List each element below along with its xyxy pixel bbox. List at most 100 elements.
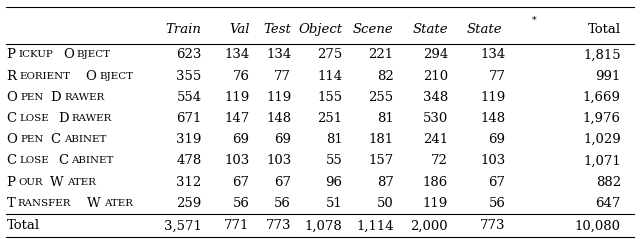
Text: 81: 81: [377, 112, 394, 125]
Text: 1,976: 1,976: [583, 112, 621, 125]
Text: 1,078: 1,078: [305, 219, 342, 232]
Text: 2,000: 2,000: [410, 219, 448, 232]
Text: PEN: PEN: [20, 135, 44, 144]
Text: T: T: [6, 197, 15, 210]
Text: P: P: [6, 176, 15, 189]
Text: 157: 157: [369, 154, 394, 167]
Text: 148: 148: [481, 112, 506, 125]
Text: ABINET: ABINET: [63, 135, 106, 144]
Text: 348: 348: [423, 91, 448, 104]
Text: 221: 221: [369, 48, 394, 61]
Text: 103: 103: [225, 154, 250, 167]
Text: 623: 623: [176, 48, 202, 61]
Text: P: P: [6, 48, 15, 61]
Text: D: D: [51, 91, 61, 104]
Text: 67: 67: [488, 176, 506, 189]
Text: ATER: ATER: [67, 178, 96, 187]
Text: 134: 134: [481, 48, 506, 61]
Text: C: C: [6, 112, 17, 125]
Text: 671: 671: [176, 112, 202, 125]
Text: 148: 148: [266, 112, 291, 125]
Text: Train: Train: [166, 23, 202, 36]
Text: C: C: [6, 154, 17, 167]
Text: 771: 771: [224, 219, 250, 232]
Text: BJECT: BJECT: [99, 71, 133, 81]
Text: 56: 56: [275, 197, 291, 210]
Text: Scene: Scene: [353, 23, 394, 36]
Text: Object: Object: [298, 23, 342, 36]
Text: O: O: [63, 48, 74, 61]
Text: O: O: [6, 91, 17, 104]
Text: D: D: [58, 112, 68, 125]
Text: 55: 55: [326, 154, 342, 167]
Text: 134: 134: [225, 48, 250, 61]
Text: *: *: [532, 16, 536, 25]
Text: EORIENT: EORIENT: [19, 71, 70, 81]
Text: 87: 87: [377, 176, 394, 189]
Text: 119: 119: [423, 197, 448, 210]
Text: ICKUP: ICKUP: [18, 50, 52, 59]
Text: Total: Total: [588, 23, 621, 36]
Text: 773: 773: [480, 219, 506, 232]
Text: 82: 82: [377, 70, 394, 82]
Text: State: State: [467, 23, 502, 36]
Text: 1,071: 1,071: [583, 154, 621, 167]
Text: 76: 76: [232, 70, 250, 82]
Text: 255: 255: [369, 91, 394, 104]
Text: 1,029: 1,029: [583, 133, 621, 146]
Text: 294: 294: [423, 48, 448, 61]
Text: 1,815: 1,815: [583, 48, 621, 61]
Text: Total: Total: [6, 219, 40, 232]
Text: ABINET: ABINET: [71, 156, 113, 165]
Text: 56: 56: [233, 197, 250, 210]
Text: R: R: [6, 70, 17, 82]
Text: 119: 119: [266, 91, 291, 104]
Text: OUR: OUR: [18, 178, 42, 187]
Text: 10,080: 10,080: [575, 219, 621, 232]
Text: 77: 77: [488, 70, 506, 82]
Text: Test: Test: [263, 23, 291, 36]
Text: 773: 773: [266, 219, 291, 232]
Text: 647: 647: [595, 197, 621, 210]
Text: LOSE: LOSE: [19, 114, 49, 123]
Text: 1,669: 1,669: [583, 91, 621, 104]
Text: 478: 478: [177, 154, 202, 167]
Text: 181: 181: [369, 133, 394, 146]
Text: 1,114: 1,114: [356, 219, 394, 232]
Text: 56: 56: [489, 197, 506, 210]
Text: 882: 882: [596, 176, 621, 189]
Text: 114: 114: [317, 70, 342, 82]
Text: PEN: PEN: [20, 93, 44, 102]
Text: 96: 96: [325, 176, 342, 189]
Text: 275: 275: [317, 48, 342, 61]
Text: RAWER: RAWER: [64, 93, 104, 102]
Text: ATER: ATER: [104, 199, 133, 208]
Text: 210: 210: [423, 70, 448, 82]
Text: 186: 186: [423, 176, 448, 189]
Text: C: C: [58, 154, 68, 167]
Text: 312: 312: [177, 176, 202, 189]
Text: 241: 241: [423, 133, 448, 146]
Text: 72: 72: [431, 154, 448, 167]
Text: 155: 155: [317, 91, 342, 104]
Text: 67: 67: [232, 176, 250, 189]
Text: 81: 81: [326, 133, 342, 146]
Text: 134: 134: [266, 48, 291, 61]
Text: BJECT: BJECT: [77, 50, 111, 59]
Text: 103: 103: [266, 154, 291, 167]
Text: 991: 991: [595, 70, 621, 82]
Text: 69: 69: [488, 133, 506, 146]
Text: O: O: [6, 133, 17, 146]
Text: RAWER: RAWER: [72, 114, 112, 123]
Text: Val: Val: [229, 23, 250, 36]
Text: 355: 355: [177, 70, 202, 82]
Text: RANSFER: RANSFER: [18, 199, 71, 208]
Text: LOSE: LOSE: [19, 156, 49, 165]
Text: 259: 259: [177, 197, 202, 210]
Text: C: C: [51, 133, 61, 146]
Text: O: O: [85, 70, 96, 82]
Text: 319: 319: [176, 133, 202, 146]
Text: 67: 67: [274, 176, 291, 189]
Text: 69: 69: [274, 133, 291, 146]
Text: 51: 51: [326, 197, 342, 210]
